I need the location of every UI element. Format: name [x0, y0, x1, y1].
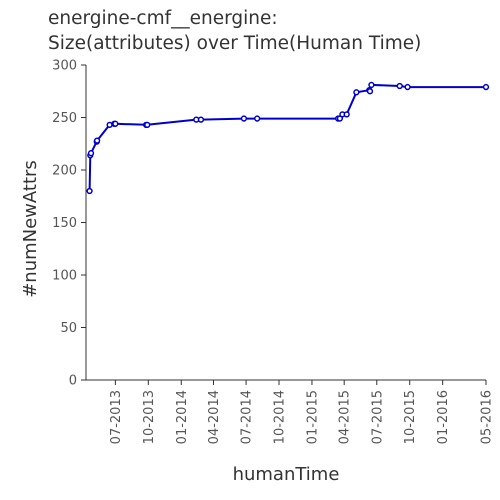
y-tick-label: 100: [52, 269, 77, 284]
data-point: [353, 89, 360, 96]
x-tick-label: 10-2014: [273, 390, 288, 444]
data-point: [366, 88, 374, 95]
x-tick-label: 04-2015: [338, 390, 353, 444]
data-point: [86, 187, 93, 195]
y-tick-label: 200: [52, 164, 77, 179]
data-point: [87, 150, 95, 157]
data-point: [93, 137, 101, 144]
x-axis-title: humanTime: [233, 464, 340, 485]
y-tick-label: 0: [69, 374, 77, 389]
x-tick-label: 01-2014: [175, 390, 190, 444]
data-point: [144, 121, 151, 128]
y-tick-label: 250: [52, 111, 77, 126]
chart-title-line-2: Size(attributes) over Time(Human Time): [48, 33, 422, 54]
x-tick-label: 01-2016: [436, 390, 451, 444]
x-tick-label: 05-2016: [480, 390, 495, 444]
data-point: [343, 111, 350, 118]
data-point: [368, 81, 375, 89]
x-tick-label: 07-2013: [109, 390, 124, 444]
y-tick-label: 150: [52, 216, 77, 231]
data-point: [396, 82, 403, 90]
data-point: [404, 83, 411, 91]
chart-title-line-1: energine-cmf__energine:: [48, 8, 278, 29]
data-point: [254, 115, 261, 122]
series-line: [88, 83, 486, 192]
data-point: [197, 116, 205, 123]
x-tick-label: 01-2015: [305, 390, 320, 444]
x-axis: 07-2013 10-2013 01-2014 04-2014 07-2014 10-20…: [86, 379, 495, 444]
y-axis-title: #numNewAttrs: [20, 160, 41, 298]
x-tick-label: 07-2014: [240, 390, 255, 444]
y-tick-label: 50: [60, 321, 77, 336]
x-tick-label: 07-2015: [370, 390, 385, 444]
x-tick-label: 10-2015: [403, 390, 418, 444]
plot-area: [86, 81, 490, 195]
data-point: [240, 115, 248, 122]
x-tick-label: 10-2013: [142, 390, 157, 444]
data-point: [482, 83, 490, 91]
y-tick-label: 300: [52, 59, 77, 74]
data-point: [112, 120, 119, 127]
y-axis: 0 50 100 150 200 250 300: [52, 59, 87, 389]
x-tick-label: 04-2014: [207, 390, 222, 444]
chart-title: energine-cmf__energine: Size(attributes)…: [48, 6, 421, 56]
